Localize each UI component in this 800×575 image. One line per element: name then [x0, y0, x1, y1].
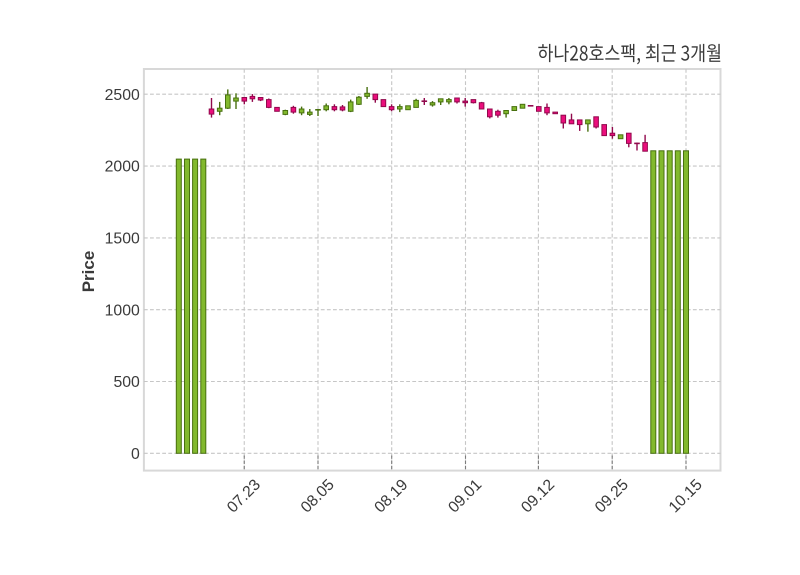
svg-text:2500: 2500 [105, 87, 140, 104]
svg-text:1000: 1000 [105, 302, 140, 319]
svg-text:2000: 2000 [105, 159, 140, 176]
svg-text:1500: 1500 [105, 231, 140, 248]
svg-text:500: 500 [113, 374, 140, 391]
svg-text:0: 0 [131, 446, 140, 463]
svg-text:Price: Price [79, 251, 98, 293]
